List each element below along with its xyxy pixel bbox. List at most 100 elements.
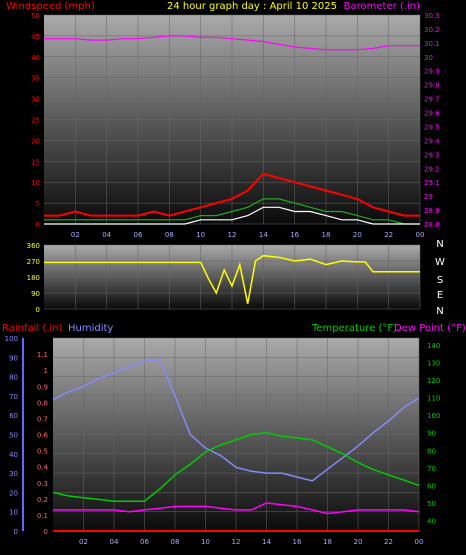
rainfall-tick-label: 0: [44, 528, 48, 536]
rainfall-ticks: 0 0.1 0.2 0.3 0.4 0.5 0.6 0.7 0.8 0.9 1 1.1: [37, 351, 49, 536]
barometer-tick-label: 30.1: [424, 40, 440, 48]
barometer-tick-label: 29.5: [424, 123, 440, 131]
wind-x-tick-label: 04: [102, 231, 111, 239]
humidity-x-tick-label: 00: [415, 538, 424, 546]
chart-title: 24 hour graph day : April 10 2025: [167, 1, 337, 12]
humidity-x-tick-label: 08: [171, 538, 180, 546]
temperature-tick-label: 70: [427, 465, 436, 473]
humidity-tick-label: 60: [9, 412, 18, 420]
wind-x-tick-label: 14: [259, 231, 268, 239]
barometer-axis-label: Barometer (.in): [344, 1, 420, 12]
wind-x-tick-label: 00: [416, 231, 425, 239]
temperature-axis-label: Temperature (°F): [311, 323, 397, 334]
temperature-tick-label: 110: [427, 395, 440, 403]
barometer-tick-label: 29.3: [424, 151, 440, 159]
humidity-tick-label: 40: [9, 451, 18, 459]
windspeed-tick-label: 5: [36, 200, 40, 208]
humidity-tick-label: 70: [9, 393, 18, 401]
humidity-axis-label: Humidity: [68, 323, 113, 334]
temperature-tick-label: 130: [427, 360, 440, 368]
wind-x-tick-label: 06: [134, 231, 143, 239]
rainfall-tick-label: 1.1: [37, 351, 48, 359]
windspeed-tick-label: 30: [31, 96, 40, 104]
barometer-tick-label: 29.2: [424, 165, 440, 173]
barometer-tick-label: 29.4: [424, 137, 440, 145]
direction-tick-label: 270: [27, 258, 40, 266]
temperature-tick-label: 50: [427, 500, 436, 508]
humidity-x-tick-label: 20: [354, 538, 363, 546]
windspeed-tick-label: 45: [31, 33, 40, 41]
compass-tick-label: S: [437, 275, 443, 286]
wind-x-ticks: 02 04 06 08 10 12 14 16 18 20 22 00: [71, 231, 425, 239]
barometer-tick-label: 29.6: [424, 110, 440, 118]
temperature-ticks: 40 50 60 70 80 90 100 110 120 130 140: [427, 342, 440, 525]
temperature-tick-label: 140: [427, 342, 440, 350]
humidity-x-tick-label: 02: [79, 538, 88, 546]
wind-x-tick-label: 18: [322, 231, 331, 239]
series-dew-point: [53, 502, 420, 515]
rainfall-tick-label: 0.5: [37, 448, 48, 456]
rainfall-tick-label: 0.4: [37, 464, 49, 472]
compass-tick-label: E: [437, 290, 443, 301]
direction-tick-label: 180: [27, 274, 40, 282]
humidity-tick-label: 100: [5, 335, 18, 343]
humidity-tick-label: 80: [9, 374, 18, 382]
barometer-ticks: 28.8 28.9 29 29.1 29.2 29.3 29.4 29.5 29.6 29.7 29…: [424, 12, 440, 229]
series-temperature: [52, 431, 420, 502]
wind-x-tick-label: 16: [290, 231, 299, 239]
barometer-tick-label: 30.2: [424, 26, 440, 34]
direction-tick-label: 0: [36, 306, 40, 314]
direction-tick-label: 360: [27, 242, 40, 250]
barometer-tick-label: 30: [424, 54, 433, 62]
compass-tick-label: W: [435, 257, 445, 268]
humidity-tick-label: 20: [9, 489, 18, 497]
barometer-tick-label: 28.9: [424, 207, 440, 215]
windspeed-ticks: 0 5 10 15 20 25 30 35 40 45 50: [31, 12, 40, 229]
barometer-tick-label: 29.7: [424, 96, 440, 104]
windspeed-tick-label: 0: [36, 221, 40, 229]
wind-x-tick-label: 22: [384, 231, 393, 239]
humidity-x-tick-label: 12: [232, 538, 241, 546]
barometer-tick-label: 29.8: [424, 82, 440, 90]
humidity-x-tick-label: 10: [201, 538, 210, 546]
direction-degree-ticks: 0 90 180 270 360: [27, 242, 40, 314]
barometer-tick-label: 29.1: [424, 179, 440, 187]
windspeed-tick-label: 40: [31, 54, 40, 62]
temperature-tick-label: 60: [427, 482, 436, 490]
wind-x-tick-label: 10: [196, 231, 205, 239]
humidity-x-tick-label: 22: [384, 538, 393, 546]
series-wind-low: [44, 206, 420, 225]
rainfall-tick-label: 1: [44, 367, 48, 375]
humidity-x-tick-label: 14: [262, 538, 271, 546]
barometer-tick-label: 29: [424, 193, 433, 201]
windspeed-tick-label: 10: [31, 179, 40, 187]
series-humidity: [52, 358, 420, 482]
wind-series: [44, 35, 420, 225]
humidity-x-tick-label: 06: [140, 538, 149, 546]
compass-tick-label: N: [436, 239, 443, 250]
humidity-tick-label: 0: [14, 528, 18, 536]
series-direction: [44, 254, 420, 304]
temperature-tick-label: 40: [427, 517, 436, 525]
barometer-tick-label: 30.3: [424, 12, 440, 20]
temperature-tick-label: 90: [427, 430, 436, 438]
series-barometer: [44, 35, 420, 51]
rainfall-tick-label: 0.2: [37, 496, 48, 504]
temperature-tick-label: 80: [427, 447, 436, 455]
windspeed-tick-label: 50: [31, 12, 40, 20]
humidity-tick-label: 30: [9, 470, 18, 478]
dewpoint-axis-label: Dew Point (°F): [394, 323, 466, 334]
humidity-tick-label: 10: [9, 509, 18, 517]
temperature-tick-label: 100: [427, 412, 440, 420]
rainfall-tick-label: 0.7: [37, 415, 48, 423]
barometer-tick-label: 28.8: [424, 221, 440, 229]
temperature-tick-label: 120: [427, 377, 440, 385]
rainfall-tick-label: 0.1: [37, 512, 48, 520]
humidity-x-tick-label: 18: [323, 538, 332, 546]
rainfall-tick-label: 0.8: [37, 399, 48, 407]
barometer-tick-label: 29.9: [424, 68, 440, 76]
direction-series: [44, 254, 420, 304]
humidity-tick-label: 90: [9, 354, 18, 362]
